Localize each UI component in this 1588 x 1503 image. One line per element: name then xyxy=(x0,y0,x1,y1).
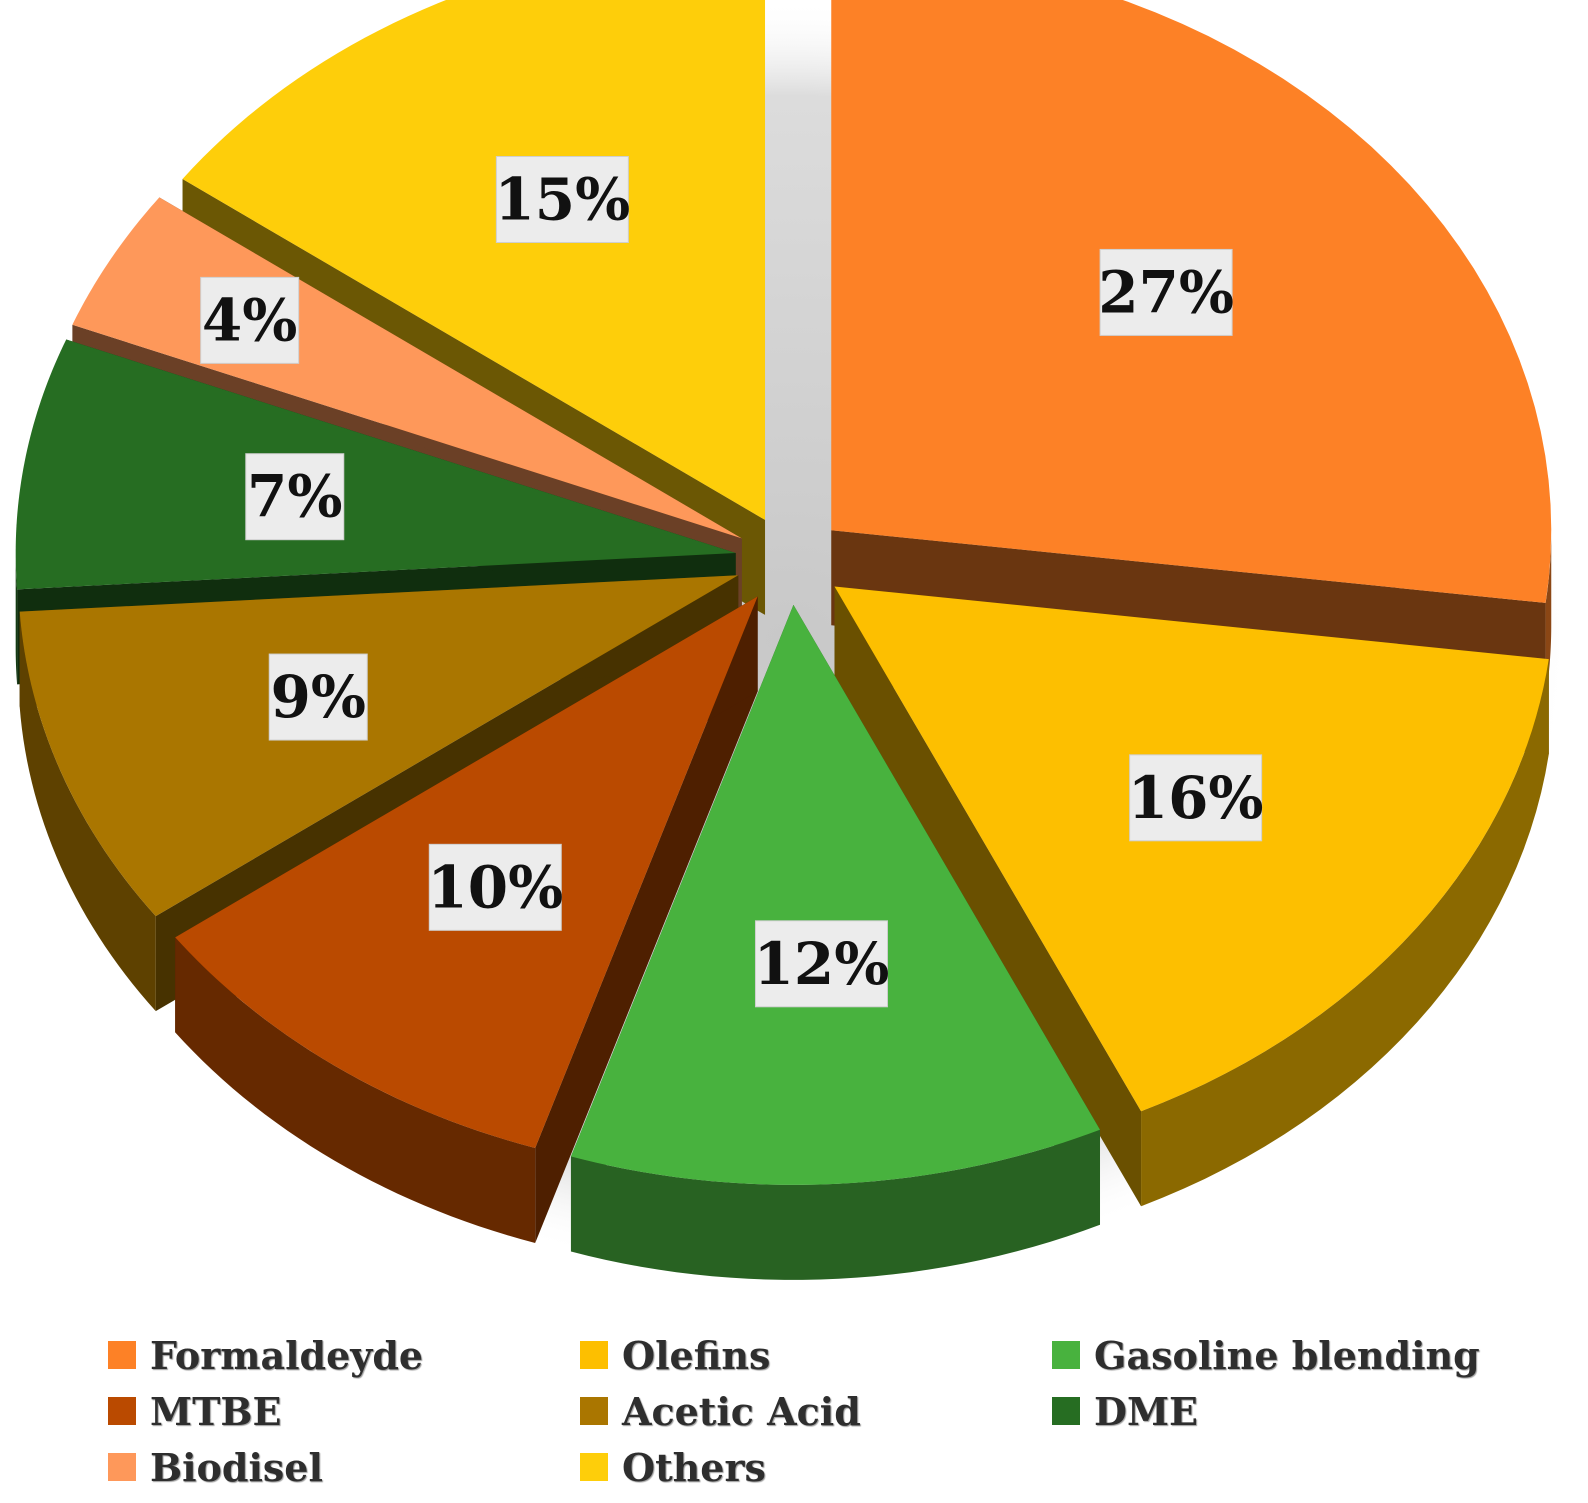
data-label-biodisel: 4% xyxy=(202,286,297,354)
data-label-box-acetic-acid xyxy=(268,653,368,741)
legend-label: Others xyxy=(622,1444,766,1490)
slice-top-gasoline-blending xyxy=(570,604,1101,1185)
pie-slice-gasoline-blending xyxy=(570,604,1101,1280)
data-label-gasoline-blending: 12% xyxy=(754,930,890,998)
legend-swatch xyxy=(1052,1397,1080,1425)
slice-rim-acetic-acid xyxy=(19,611,156,1012)
slice-top-dme xyxy=(15,339,736,590)
slice-rim-olefins xyxy=(1141,659,1549,1207)
data-label-box-gasoline-blending xyxy=(754,920,888,1008)
slice-rim-formaldeyde xyxy=(1545,530,1552,698)
legend-item-gasoline-blending: Gasoline blending xyxy=(1052,1330,1548,1380)
slice-top-others xyxy=(182,0,766,520)
legend-swatch xyxy=(108,1397,136,1425)
data-label-dme: 7% xyxy=(247,463,342,531)
legend-swatch xyxy=(108,1341,136,1369)
legend-label: Formaldeyde xyxy=(150,1332,424,1378)
data-label-formaldeyde: 27% xyxy=(1098,258,1234,326)
legend-swatch xyxy=(580,1341,608,1369)
data-label-box-formaldeyde xyxy=(1099,248,1233,336)
pie-slice-olefins xyxy=(834,586,1549,1207)
legend-swatch xyxy=(1052,1341,1080,1369)
slice-top-olefins xyxy=(834,586,1549,1112)
pie-chart: 27% 16% 12% 10% 9% 7% 4% 15% xyxy=(10,0,1570,1280)
slice-rim-mtbe xyxy=(175,937,536,1244)
data-label-acetic-acid: 9% xyxy=(271,663,366,731)
slice-wall-olefins xyxy=(834,586,1142,1207)
data-label-box-olefins xyxy=(1129,754,1263,842)
data-label-others: 15% xyxy=(494,165,630,233)
legend-swatch xyxy=(580,1453,608,1481)
legend-item-others: Others xyxy=(580,1442,1052,1492)
chart-legend: Formaldeyde Olefins Gasoline blending MT… xyxy=(108,1330,1548,1492)
data-label-box-biodisel xyxy=(200,276,300,364)
data-label-box-dme xyxy=(245,453,345,541)
legend-label: Olefins xyxy=(622,1332,771,1378)
legend-label: DME xyxy=(1094,1388,1198,1434)
pie-slice-formaldeyde xyxy=(831,0,1552,698)
data-label-box-others xyxy=(495,155,629,243)
legend-item-dme: DME xyxy=(1052,1386,1548,1436)
legend-label: Gasoline blending xyxy=(1094,1332,1480,1378)
data-label-olefins: 16% xyxy=(1128,764,1264,832)
slice-rim-dme xyxy=(15,552,18,685)
slice-top-acetic-acid xyxy=(19,575,739,917)
legend-item-acetic-acid: Acetic Acid xyxy=(580,1386,1052,1436)
legend-label: Biodisel xyxy=(150,1444,323,1490)
legend-item-olefins: Olefins xyxy=(580,1330,1052,1380)
data-label-box-mtbe xyxy=(428,843,562,931)
legend-item-formaldeyde: Formaldeyde xyxy=(108,1330,580,1380)
legend-swatch xyxy=(580,1397,608,1425)
legend-label: MTBE xyxy=(150,1388,282,1434)
slice-rim-gasoline-blending xyxy=(570,1129,1101,1280)
data-label-mtbe: 10% xyxy=(427,853,563,921)
legend-item-biodisel: Biodisel xyxy=(108,1442,580,1492)
legend-swatch xyxy=(108,1453,136,1481)
legend-label: Acetic Acid xyxy=(622,1388,861,1434)
legend-item-mtbe: MTBE xyxy=(108,1386,580,1436)
slice-wall-mtbe xyxy=(535,596,758,1244)
